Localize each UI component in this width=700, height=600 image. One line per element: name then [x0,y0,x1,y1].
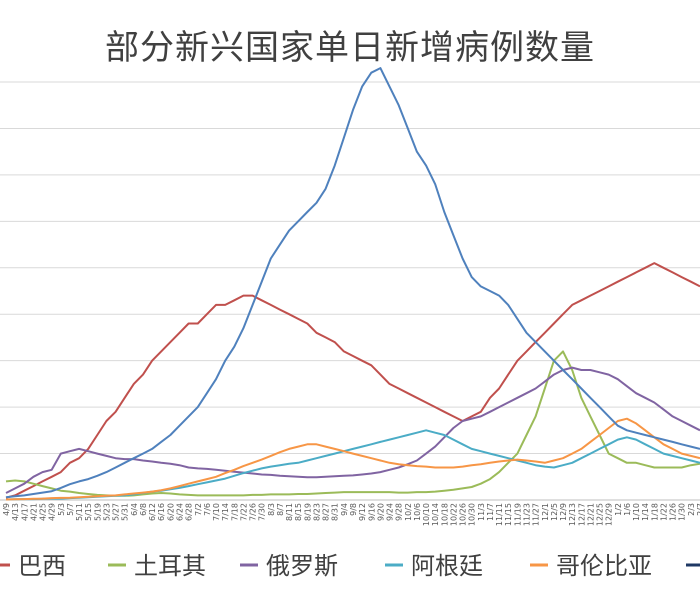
x-tick-label: 4/17 [20,503,29,521]
x-tick-label: 12/1 [541,503,550,521]
x-tick-label: 4/21 [29,503,38,521]
x-tick-label: 4/29 [48,503,57,521]
x-tick-label: 6/28 [185,503,194,521]
x-tick-label: 5/27 [112,503,121,521]
x-tick-label: 8/15 [294,503,303,521]
x-tick-label: 7/26 [249,503,258,521]
x-tick-label: 10/6 [413,503,422,521]
gridlines [0,81,700,501]
x-tick-label: 2/7 [696,503,700,516]
x-tick-label: 11/11 [495,503,504,526]
x-tick-label: 11/3 [477,503,486,521]
x-tick-label: 9/4 [340,503,349,516]
x-tick-label: 8/19 [303,503,312,521]
x-tick-label: 10/18 [440,503,449,526]
x-tick-label: 6/12 [148,503,157,521]
x-tick-label: 7/10 [212,503,221,521]
x-tick-label: 7/2 [194,503,203,516]
x-tick-label: 7/18 [230,503,239,521]
x-tick-label: 2/3 [687,503,696,516]
x-tick-label: 12/29 [605,503,614,526]
x-tick-label: 11/23 [523,503,532,526]
x-tick-label: 10/26 [459,503,468,526]
x-tick-label: 1/14 [641,503,650,521]
x-tick-label: 12/25 [596,503,605,526]
x-tick-label: 5/15 [84,503,93,521]
legend-label: 哥伦比亚 [556,552,652,580]
x-tick-label: 8/7 [276,503,285,516]
x-tick-label: 12/13 [568,503,577,526]
x-tick-label: 10/30 [468,503,477,526]
legend-label: 俄罗斯 [266,552,338,580]
x-tick-label: 5/31 [121,503,130,521]
x-tick-label: 5/7 [66,503,75,516]
x-tick-label: 1/18 [650,503,659,521]
x-tick-label: 6/24 [176,503,185,521]
x-tick-label: 6/4 [130,503,139,516]
series-line-俄罗斯 [5,366,700,494]
chart-title: 部分新兴国家单日新增病例数量 [105,28,595,68]
x-tick-label: 1/30 [678,503,687,521]
x-tick-label: 4/25 [39,503,48,521]
x-tick-label: 6/8 [139,503,148,516]
x-tick-label: 1/22 [659,503,668,521]
x-tick-label: 5/19 [93,503,102,521]
x-tick-label: 10/10 [422,503,431,526]
x-tick-label: 9/8 [349,503,358,516]
x-tick-label: 7/22 [239,503,248,521]
x-tick-label: 4/9 [2,503,11,516]
x-tick-label: 5/11 [75,503,84,521]
x-tick-label: 1/26 [669,503,678,521]
x-tick-label: 12/9 [559,503,568,521]
x-axis-ticks: 4/9 4/13 4/17 4/21 4/25 4/29 5/3 5/7 5/11 5/15 5/1… [2,503,700,526]
x-tick-label: 8/11 [285,503,294,521]
x-tick-label: 8/27 [322,503,331,521]
x-tick-label: 9/20 [376,503,385,521]
x-tick-label: 11/27 [532,503,541,526]
x-tick-label: 12/17 [577,503,586,526]
x-tick-label: 12/5 [550,503,559,521]
x-tick-label: 9/12 [358,503,367,521]
series-line-印度 [5,67,700,499]
x-tick-label: 5/23 [102,503,111,521]
x-tick-label: 1/6 [623,503,632,516]
x-tick-label: 9/16 [367,503,376,521]
x-tick-label: 10/22 [449,503,458,526]
x-tick-label: 4/13 [11,503,20,521]
x-tick-label: 11/19 [513,503,522,526]
legend-label: 巴西 [18,552,66,580]
x-tick-label: 10/2 [404,503,413,521]
x-tick-label: 8/23 [312,503,321,521]
x-tick-label: 9/28 [395,503,404,521]
series-line-哥伦比亚 [5,417,700,501]
x-tick-label: 8/3 [267,503,276,516]
series-line-阿根廷 [5,429,700,501]
x-tick-label: 1/2 [614,503,623,516]
series-line-巴西 [5,262,700,499]
x-tick-label: 1/10 [632,503,641,521]
x-tick-label: 7/14 [221,503,230,521]
x-tick-label: 10/14 [431,503,440,526]
x-tick-label: 5/3 [57,503,66,516]
x-tick-label: 6/16 [157,503,166,521]
x-tick-label: 9/24 [386,503,395,521]
x-tick-label: 12/21 [586,503,595,526]
series-lines [5,67,700,501]
x-tick-label: 6/20 [166,503,175,521]
x-tick-label: 7/6 [203,503,212,516]
x-tick-label: 8/31 [331,503,340,521]
x-tick-label: 11/15 [504,503,513,526]
x-tick-label: 7/30 [258,503,267,521]
legend-label: 土耳其 [134,552,206,580]
series-line-土耳其 [5,350,700,497]
legend-label: 阿根廷 [411,552,483,580]
x-tick-label: 11/7 [486,503,495,521]
legend: 巴西 土耳其 俄罗斯 阿根廷 哥伦比亚 [0,552,700,580]
